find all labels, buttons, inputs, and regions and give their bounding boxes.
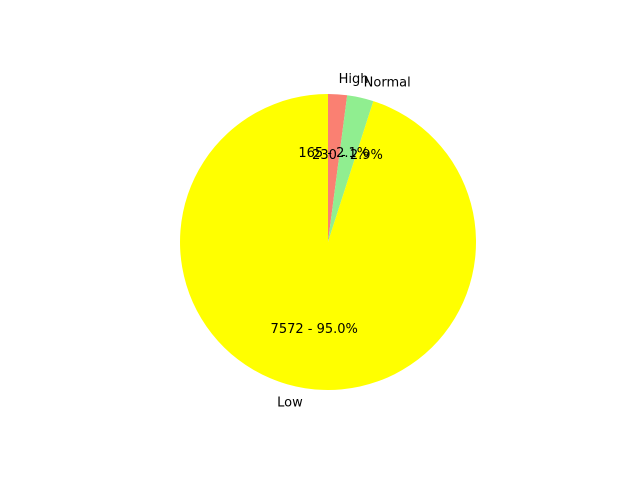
pie-slice-normal <box>328 95 374 242</box>
pie-labels: High 165 - 2.1% Normal 230 - 2.9% Low 7572 - … <box>271 72 411 410</box>
pie-slice-high <box>328 94 348 242</box>
pie-category-label-high: High <box>339 72 369 87</box>
pie-category-label-low: Low <box>277 395 303 410</box>
pie-value-label-high: 165 - 2.1% <box>298 146 369 161</box>
pie-value-label-normal: 230 - 2.9% <box>312 148 383 163</box>
pie-slice-low <box>180 94 477 390</box>
pie-slices <box>180 94 477 390</box>
pie-value-label-low: 7572 - 95.0% <box>271 322 358 337</box>
pie-category-label-normal: Normal <box>364 76 411 91</box>
